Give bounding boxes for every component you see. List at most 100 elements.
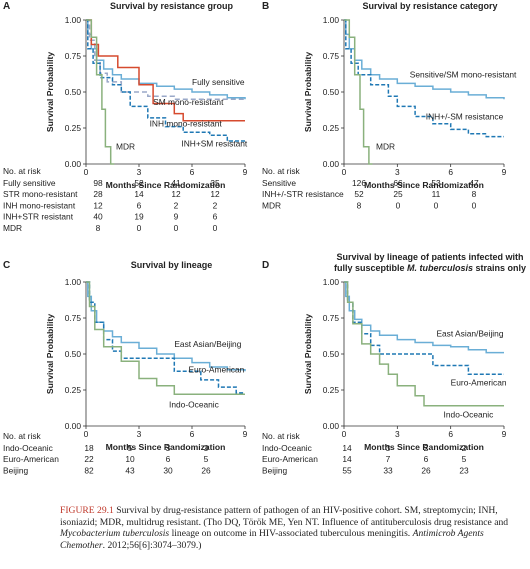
risk-row-label: STR mono-resistant (3, 189, 78, 199)
series-label: Indo-Oceanic (444, 409, 494, 419)
risk-row-label: MDR (262, 200, 281, 210)
risk-cell: 22 (84, 454, 94, 464)
series-line-1 (344, 19, 505, 100)
figure-caption: FIGURE 29.1 Survival by drug-resistance … (60, 505, 525, 551)
risk-cell: 7 (386, 454, 391, 464)
x-tick-label: 0 (342, 429, 347, 439)
x-tick-label: 3 (395, 429, 400, 439)
risk-cell: 0 (472, 200, 477, 210)
risk-cell: 6 (424, 454, 429, 464)
figure-canvas: A Survival by resistance group 0.00 0.25 0.5… (3, 1, 526, 475)
risk-cell: 53 (431, 178, 441, 188)
y-axis-title: Survival Probability (45, 52, 55, 132)
caption-text-3: . 2012;56[6]:3074–3079.) (102, 539, 202, 551)
y-tick-label: 0.75 (65, 51, 82, 61)
risk-cell: 14 (342, 443, 352, 453)
risk-cell: 47 (469, 178, 479, 188)
risk-cell: 12 (93, 200, 103, 210)
risk-cell: 8 (472, 189, 477, 199)
risk-cell: 41 (171, 178, 181, 188)
x-tick-label: 0 (342, 167, 347, 177)
risk-row-label: INH+STR resistant (3, 212, 74, 222)
risk-table-title: No. at risk (262, 166, 301, 176)
risk-cell: 26 (201, 465, 211, 475)
risk-cell: 14 (134, 189, 144, 199)
caption-text: Survival by drug-resistance pattern of p… (60, 505, 509, 528)
series-line-2 (86, 19, 245, 100)
risk-row-label: Fully sensitive (3, 178, 56, 188)
series-label: SM mono-resistant (153, 97, 224, 107)
x-tick-label: 3 (137, 167, 142, 177)
chart-title: Survival by resistance category (362, 1, 497, 11)
risk-cell: 2 (424, 443, 429, 453)
risk-row-label: INH mono-resistant (3, 200, 76, 210)
risk-cell: 26 (421, 465, 431, 475)
risk-cell: 52 (354, 189, 364, 199)
y-tick-label: 0.75 (323, 51, 340, 61)
risk-cell: 43 (125, 465, 135, 475)
y-axis-title: Survival Probability (45, 314, 55, 394)
risk-cell: 9 (174, 212, 179, 222)
risk-cell: 12 (171, 189, 181, 199)
risk-cell: 0 (174, 223, 179, 233)
x-tick-label: 9 (502, 429, 507, 439)
x-tick-label: 0 (84, 429, 89, 439)
x-tick-label: 6 (448, 167, 453, 177)
risk-cell: 3 (166, 443, 171, 453)
risk-row-label: Beijing (3, 465, 28, 475)
x-tick-label: 6 (190, 167, 195, 177)
risk-cell: 28 (93, 189, 103, 199)
series-label: Euro-American (451, 378, 507, 388)
series-line-3 (344, 281, 504, 407)
risk-cell: 18 (84, 443, 94, 453)
panel-letter: A (3, 1, 10, 12)
y-tick-label: 0.50 (65, 349, 82, 359)
x-tick-label: 3 (395, 167, 400, 177)
risk-table-title: No. at risk (3, 431, 42, 441)
series-line-1 (86, 19, 246, 100)
panel-letter: D (262, 260, 269, 271)
risk-row-label: Indo-Oceanic (3, 443, 53, 453)
risk-row-label: Beijing (262, 465, 287, 475)
y-tick-label: 0.50 (323, 349, 340, 359)
risk-row-label: INH+/-STR resistance (262, 189, 344, 199)
risk-cell: 6 (213, 212, 218, 222)
risk-cell: 66 (393, 178, 403, 188)
risk-cell: 11 (432, 189, 441, 199)
risk-cell: 5 (128, 443, 133, 453)
risk-cell: 10 (125, 454, 135, 464)
series-label: INH mono-resistant (150, 119, 223, 129)
risk-row-label: Euro-American (262, 454, 318, 464)
x-tick-label: 6 (190, 429, 195, 439)
y-tick-label: 1.00 (323, 15, 340, 25)
risk-cell: 2 (174, 200, 179, 210)
y-tick-label: 0.00 (323, 159, 340, 169)
series-label: Indo-Oceanic (169, 399, 219, 409)
risk-row-label: Sensitive (262, 178, 296, 188)
x-axis-title: Months Since Randomization (106, 180, 226, 190)
risk-cell: 12 (210, 189, 220, 199)
x-tick-label: 0 (84, 167, 89, 177)
series-line-1 (344, 281, 504, 354)
risk-cell: 98 (93, 178, 103, 188)
y-tick-label: 0.00 (65, 421, 82, 431)
y-tick-label: 0.25 (65, 385, 82, 395)
risk-cell: 3 (204, 443, 209, 453)
x-tick-label: 9 (502, 167, 507, 177)
y-tick-label: 0.00 (323, 421, 340, 431)
series-line-2 (86, 281, 245, 394)
y-tick-label: 0.50 (65, 87, 82, 97)
risk-cell: 35 (210, 178, 220, 188)
series-label: Fully sensitive (192, 77, 245, 87)
risk-cell: 19 (134, 212, 144, 222)
series-line-3 (344, 19, 373, 165)
risk-cell: 3 (386, 443, 391, 453)
series-label: Sensitive/SM mono-resistant (410, 70, 517, 80)
x-axis-title: Months Since Randomization (364, 442, 484, 452)
y-tick-label: 0.25 (323, 385, 340, 395)
risk-cell: 6 (137, 200, 142, 210)
panel-letter: C (3, 260, 10, 271)
risk-cell: 0 (434, 200, 439, 210)
chart-title: Survival by resistance group (110, 1, 234, 11)
series-label: MDR (116, 142, 135, 152)
